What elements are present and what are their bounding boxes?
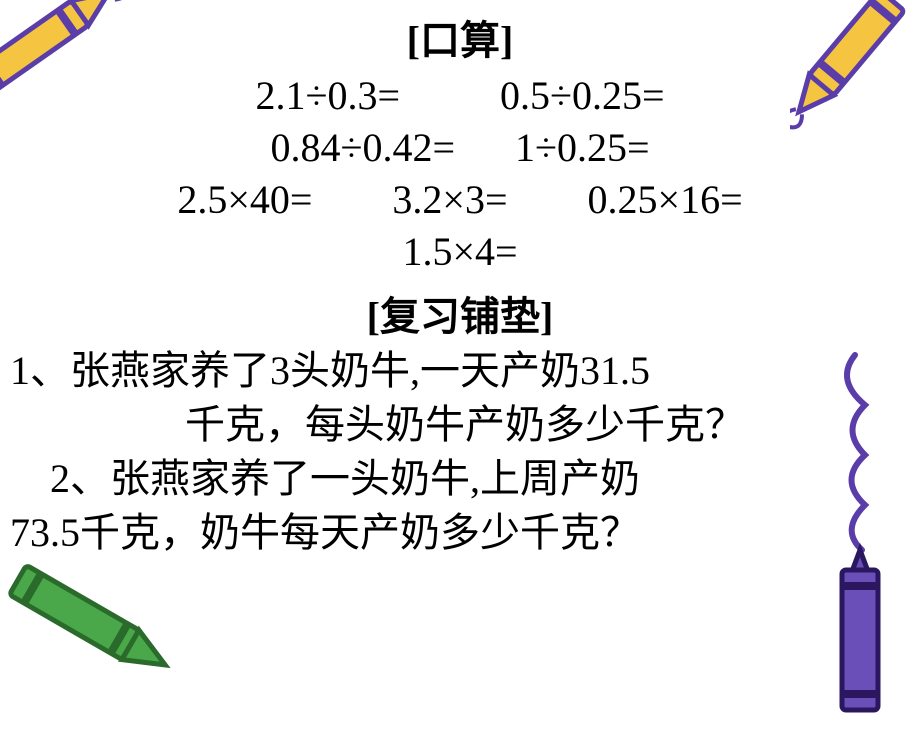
problem-2-index: 2 xyxy=(50,456,70,501)
crayon-top-left-icon xyxy=(0,0,150,100)
heading-review: [复习铺垫] xyxy=(0,284,920,342)
problem-1-num-milk: 31.5 xyxy=(580,348,650,393)
equation-row-4: 1.5×4= xyxy=(0,226,920,278)
equation-row-2: 0.84÷0.42= 1÷0.25= xyxy=(0,122,920,174)
problem-1-line2: 千克，每头奶牛产奶多少千克？ xyxy=(10,398,920,452)
problem-2: 2、张燕家养了一头奶牛,上周产奶 73.5千克，奶牛每天产奶多少千克？ xyxy=(0,452,920,560)
problem-1: 1、张燕家养了3头奶牛,一天产奶31.5 千克，每头奶牛产奶多少千克？ xyxy=(0,344,920,452)
problem-1-text-a: 、张燕家养了 xyxy=(30,348,270,393)
problem-2-line2: 千克，奶牛每天产奶多少千克？ xyxy=(80,510,640,555)
crayon-bottom-right-icon xyxy=(810,350,900,730)
problem-1-num-cows: 3 xyxy=(270,348,290,393)
crayon-top-right-icon xyxy=(790,0,920,170)
problem-2-num-milk: 73.5 xyxy=(10,510,80,555)
problem-1-index: 1 xyxy=(10,348,30,393)
problem-1-text-b: 头奶牛,一天产奶 xyxy=(290,348,580,393)
crayon-bottom-left-icon xyxy=(0,550,190,700)
problem-2-text-a: 、张燕家养了一头奶牛,上周产奶 xyxy=(70,456,640,501)
equation-row-3: 2.5×40= 3.2×3= 0.25×16= xyxy=(0,174,920,226)
